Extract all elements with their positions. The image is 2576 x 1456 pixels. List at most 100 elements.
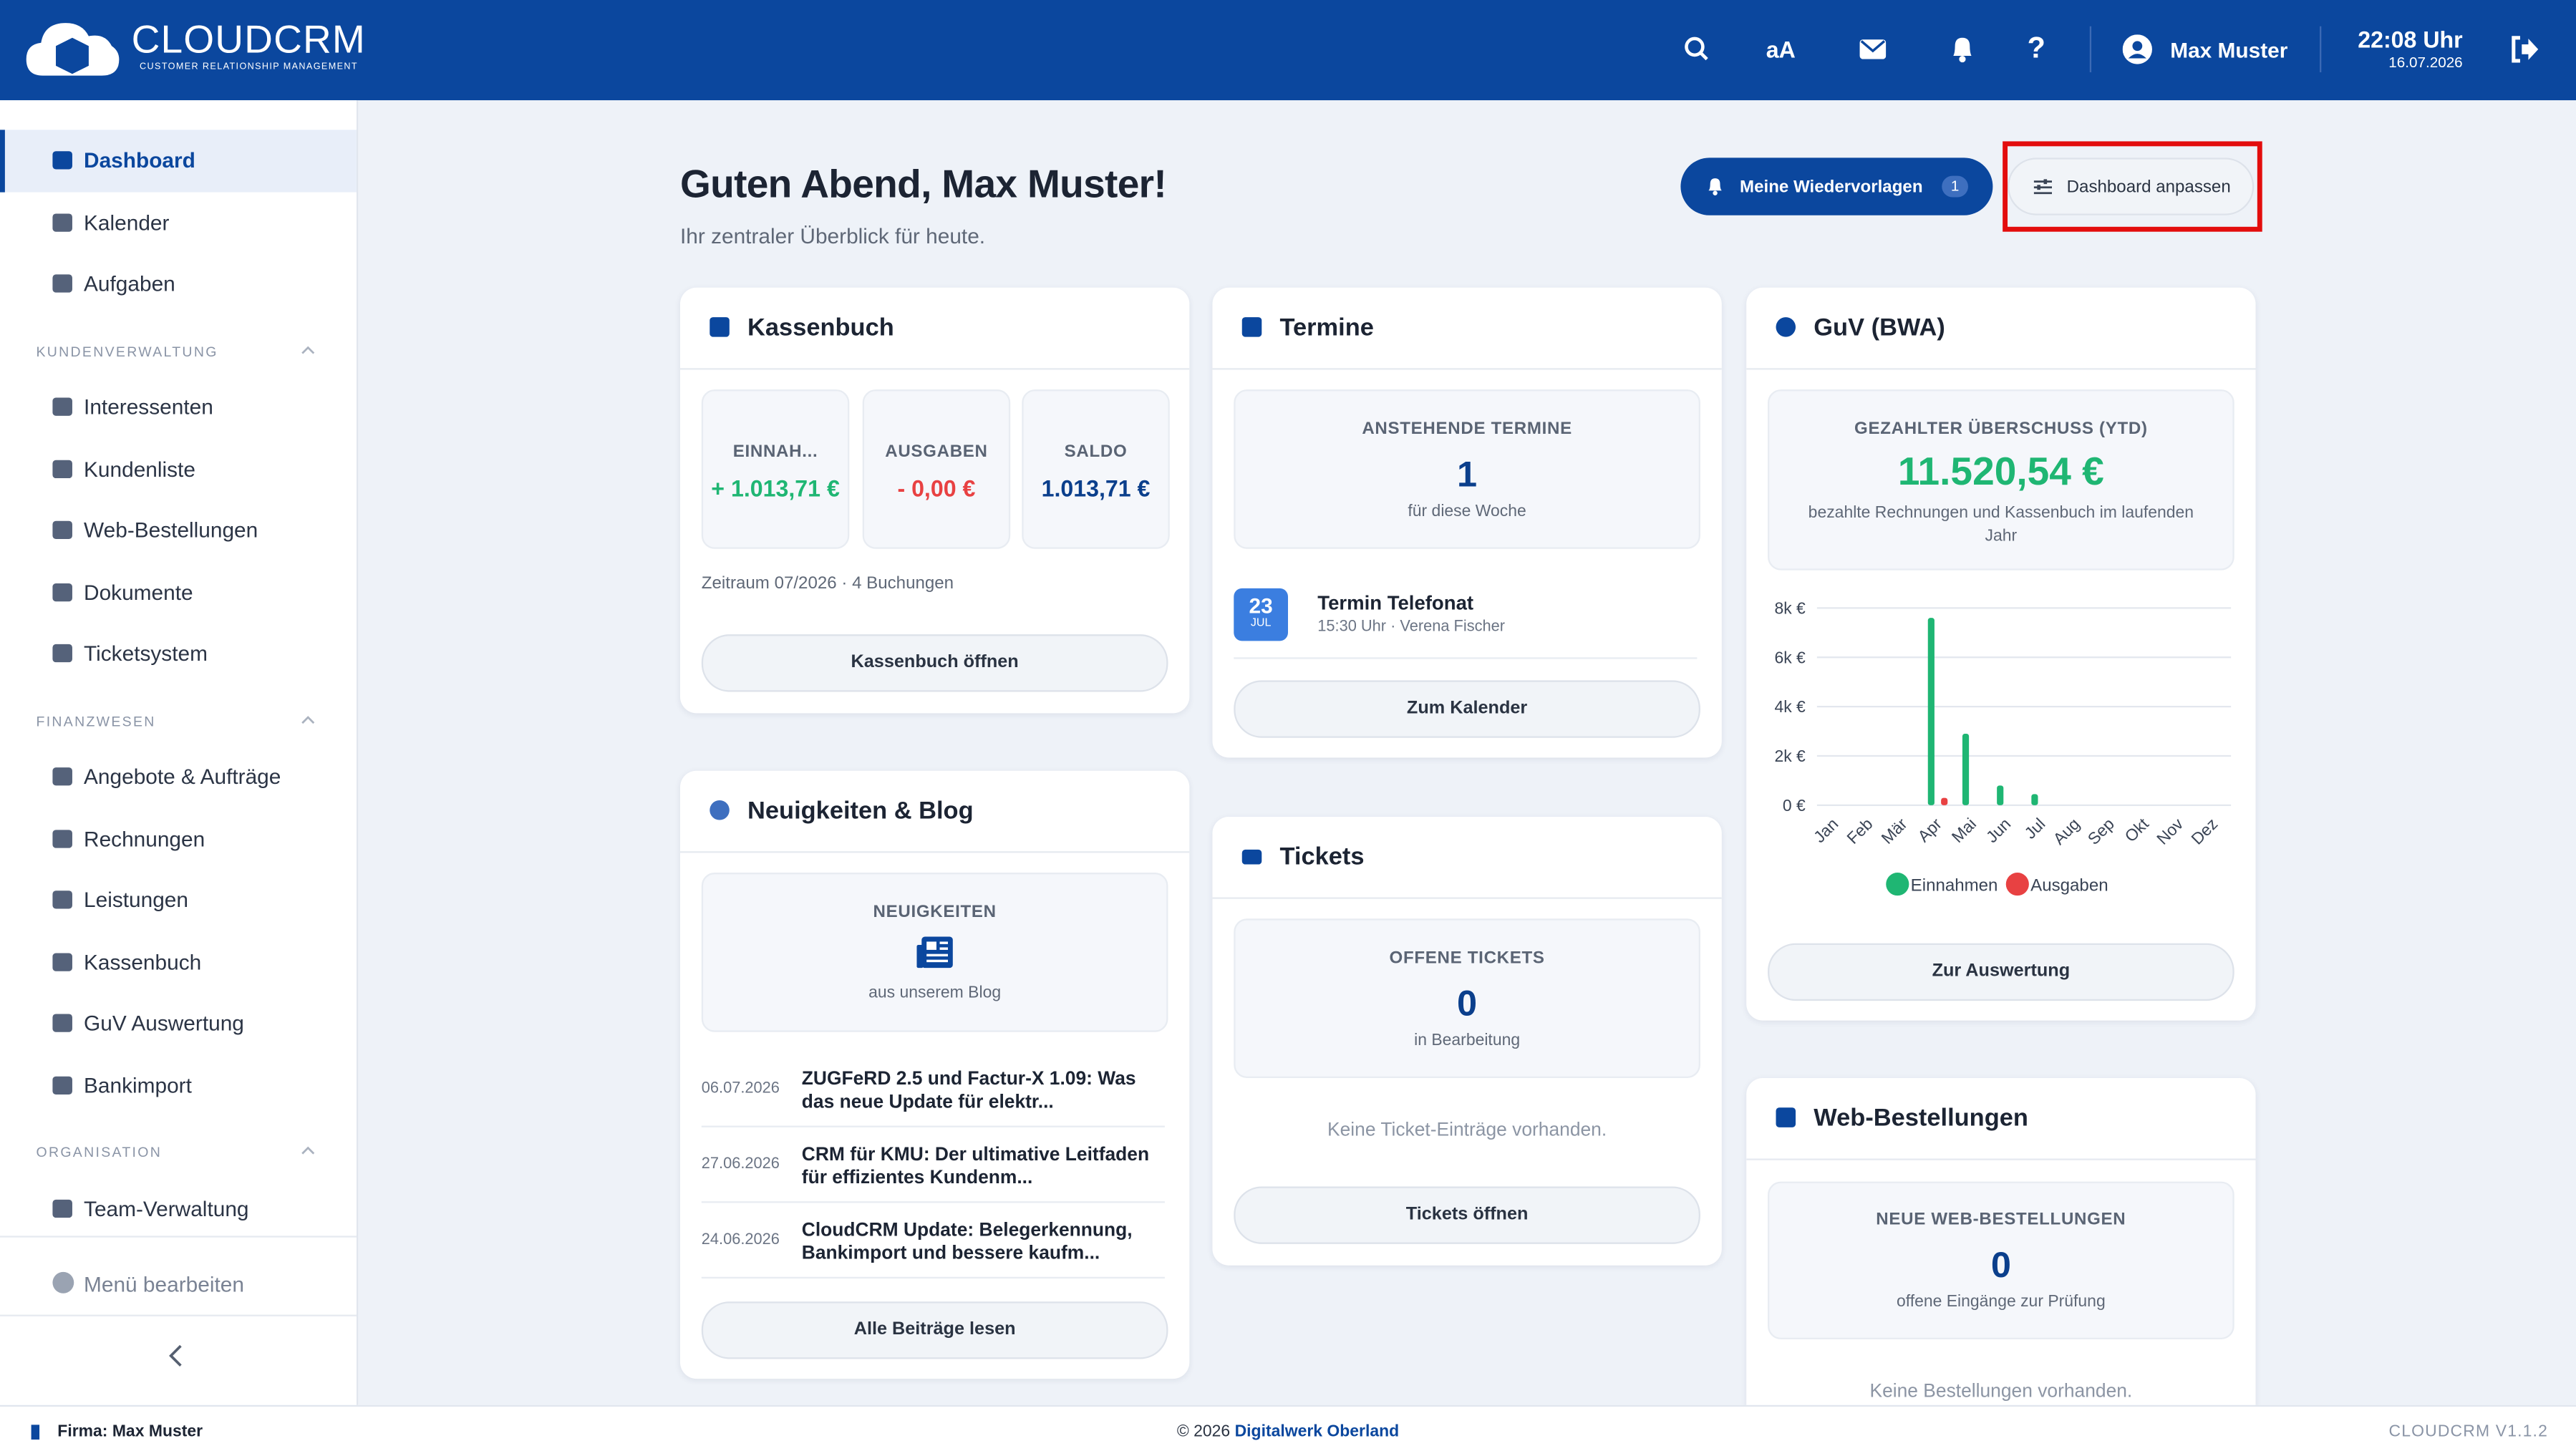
search-icon[interactable]	[1684, 37, 1710, 63]
tickets-button[interactable]: Tickets öffnen	[1234, 1186, 1700, 1244]
customize-button[interactable]: Dashboard anpassen	[2008, 157, 2255, 215]
divider	[0, 1236, 357, 1238]
box-sub: in Bearbeitung	[1414, 1032, 1521, 1050]
nav-item[interactable]: Kundenliste	[0, 438, 357, 500]
box-sub: bezahlte Rechnungen und Kassenbuch im la…	[1808, 504, 2194, 546]
nav-label: Kundenliste	[84, 456, 195, 482]
legend-label: Einnahmen	[1911, 875, 1998, 895]
stat-label: AUSGABEN	[885, 442, 988, 462]
event-title[interactable]: Termin Telefonat	[1317, 591, 1474, 615]
nav-label: Web-Bestellungen	[84, 518, 258, 543]
sidebar: Dashboard Kalender Aufgaben KUNDENVERWALTUN…	[0, 100, 359, 1405]
collapse-button[interactable]	[168, 1344, 184, 1367]
nav-label: Angebote & Aufträge	[84, 765, 281, 790]
company: Firma: Max Muster	[57, 1423, 203, 1442]
bar	[1962, 734, 1970, 805]
nav-item[interactable]: Bankimport	[0, 1054, 357, 1116]
x-tick-label: Jul	[2020, 815, 2048, 843]
section-toggle[interactable]	[301, 1145, 316, 1155]
nav-item[interactable]: Kassenbuch	[0, 931, 357, 993]
nav-icon	[52, 1075, 72, 1094]
logout-icon[interactable]	[2509, 34, 2540, 64]
nav-item[interactable]: Team-Verwaltung	[0, 1178, 357, 1239]
legend-marker	[1886, 873, 1909, 896]
bell-icon[interactable]	[1950, 37, 1975, 63]
reminders-button[interactable]: Meine Wiedervorlagen 1	[1680, 157, 1993, 215]
nav-section: ORGANISATION	[0, 1116, 357, 1178]
nav-item[interactable]: Dokumente	[0, 561, 357, 623]
card-title: Web-Bestellungen	[1814, 1104, 2028, 1132]
bar	[1997, 785, 2004, 805]
read-all-button[interactable]: Alle Beiträge lesen	[701, 1301, 1168, 1359]
empty-message: Keine Bestellungen vorhanden.	[1869, 1382, 2133, 1402]
divider	[701, 1276, 1165, 1279]
nav-icon	[52, 644, 72, 663]
stat-value: - 0,00 €	[897, 475, 976, 502]
stat-box: ANSTEHENDE TERMINE 1 für diese Woche	[1234, 389, 1700, 549]
version: CLOUDCRM V1.1.2	[2388, 1423, 2548, 1442]
highlight-box	[2003, 141, 2262, 232]
news-date: 06.07.2026	[701, 1079, 780, 1098]
event-date-badge: 23 JUL	[1234, 588, 1288, 641]
user-name[interactable]: Max Muster	[2170, 37, 2288, 63]
user-icon	[2122, 34, 2152, 64]
help-icon[interactable]: ?	[2027, 31, 2045, 64]
font-size-toggle[interactable]: aA	[1766, 36, 1796, 63]
nav-icon	[52, 397, 72, 416]
divider	[1234, 657, 1698, 659]
nav-icon	[52, 274, 72, 293]
web-orders-card: Web-Bestellungen NEUE WEB-BESTELLUNGEN 0…	[1746, 1077, 2256, 1405]
nav-item[interactable]: Dashboard	[0, 130, 357, 192]
x-tick-label: Dez	[2187, 815, 2221, 848]
calendar-button[interactable]: Zum Kalender	[1234, 680, 1700, 738]
x-tick-label: Apr	[1914, 814, 1945, 845]
card-title: Termine	[1279, 314, 1374, 342]
section-toggle[interactable]	[301, 344, 316, 354]
nav-item[interactable]: Web-Bestellungen	[0, 500, 357, 561]
news-icon	[916, 936, 953, 969]
mail-icon[interactable]	[1859, 39, 1887, 59]
x-tick-label: Mär	[1877, 814, 1911, 848]
news-date: 24.06.2026	[701, 1231, 780, 1249]
x-tick-label: Aug	[2049, 815, 2083, 848]
nav-section: KUNDENVERWALTUNG	[0, 315, 357, 377]
x-tick-label: Mai	[1948, 815, 1980, 847]
card-title: Kassenbuch	[747, 314, 894, 342]
nav-icon	[52, 151, 72, 170]
nav-item[interactable]: Rechnungen	[0, 807, 357, 869]
open-cashbook-button[interactable]: Kassenbuch öffnen	[701, 634, 1168, 692]
nav-item[interactable]: Ticketsystem	[0, 623, 357, 684]
news-box: NEUIGKEITEN aus unserem Blog	[701, 873, 1168, 1032]
x-tick-label: Jun	[1982, 815, 2015, 847]
nav-item[interactable]: Kalender	[0, 191, 357, 253]
nav-item[interactable]: Leistungen	[0, 869, 357, 931]
nav-label: Dokumente	[84, 579, 193, 605]
card-title: Tickets	[1279, 843, 1365, 871]
divider	[2320, 26, 2322, 73]
x-tick-label: Okt	[2121, 814, 2152, 845]
stat-box: OFFENE TICKETS 0 in Bearbeitung	[1234, 918, 1700, 1078]
legend-label: Ausgaben	[2030, 875, 2108, 895]
nav-item[interactable]: Aufgaben	[0, 253, 357, 315]
section-toggle[interactable]	[301, 714, 316, 724]
nav-label: Rechnungen	[84, 826, 205, 851]
section-title: KUNDENVERWALTUNG	[36, 342, 218, 359]
pl-card: GuV (BWA) GEZAHLTER ÜBERSCHUSS (YTD) 11.…	[1746, 287, 2256, 1021]
box-label: NEUIGKEITEN	[873, 902, 997, 922]
box-label: GEZAHLTER ÜBERSCHUSS (YTD)	[1854, 419, 2148, 439]
edit-menu[interactable]: Menü bearbeiten	[84, 1271, 244, 1297]
top-bar: CLOUDCRM CUSTOMER RELATIONSHIP MANAGEMEN…	[0, 0, 2576, 101]
brand: CLOUDCRM	[131, 18, 366, 63]
surplus-value: 11.520,54 €	[1897, 450, 2104, 495]
nav-item[interactable]: Angebote & Aufträge	[0, 746, 357, 807]
company-link[interactable]: Digitalwerk Oberland	[1234, 1423, 1400, 1442]
nav-label: Dashboard	[84, 148, 195, 173]
period: Zeitraum 07/2026 · 4 Buchungen	[701, 573, 954, 593]
evaluation-button[interactable]: Zur Auswertung	[1768, 943, 2234, 1001]
nav-icon	[52, 1014, 72, 1032]
nav-item[interactable]: Interessenten	[0, 377, 357, 438]
nav-item[interactable]: GuV Auswertung	[0, 993, 357, 1054]
nav-icon	[52, 582, 72, 601]
nav-icon	[52, 952, 72, 971]
nav-label: Ticketsystem	[84, 641, 208, 666]
